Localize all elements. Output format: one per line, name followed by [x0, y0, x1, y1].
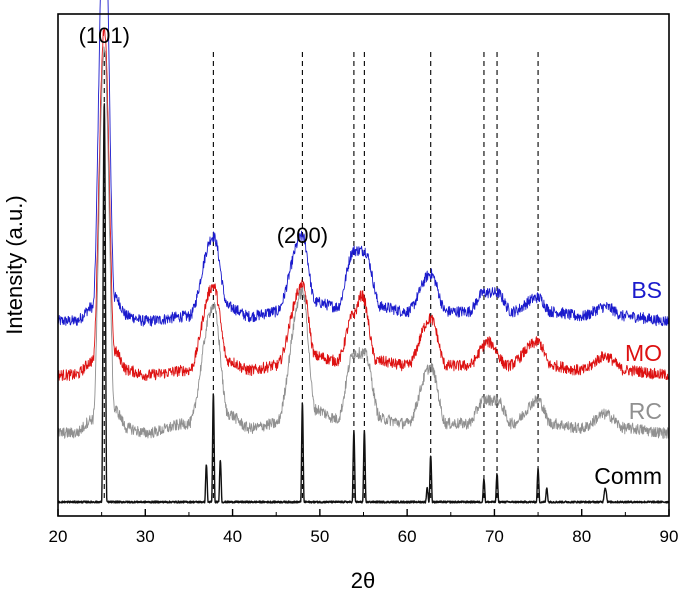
series-labels: BS MO RC Comm	[594, 277, 662, 489]
series-line-mo	[57, 27, 670, 381]
series-label-rc: RC	[629, 398, 662, 424]
x-tick-label: 60	[398, 527, 417, 546]
x-tick-label: 40	[223, 527, 242, 546]
series-label-mo: MO	[625, 340, 662, 366]
y-axis-label: Intensity (a.u.)	[2, 195, 27, 334]
peak-labels: (101) (200)	[79, 23, 328, 248]
series-line-rc	[57, 46, 670, 439]
plot-area	[58, 14, 669, 516]
peak-label: (200)	[277, 223, 328, 248]
x-axis: 20 30 40 50 60 70 80 90	[49, 509, 679, 546]
series-traces	[57, 0, 670, 504]
x-tick-label: 70	[485, 527, 504, 546]
x-tick-label: 80	[572, 527, 591, 546]
series-label-comm: Comm	[594, 463, 662, 489]
peak-label: (101)	[79, 23, 130, 48]
x-tick-label: 30	[136, 527, 155, 546]
series-line-comm	[57, 103, 670, 504]
x-axis-label: 2θ	[351, 568, 375, 593]
x-tick-label: 90	[660, 527, 679, 546]
x-tick-label: 20	[49, 527, 68, 546]
series-line-bs	[57, 0, 670, 327]
x-tick-label: 50	[310, 527, 329, 546]
series-label-bs: BS	[631, 277, 662, 303]
